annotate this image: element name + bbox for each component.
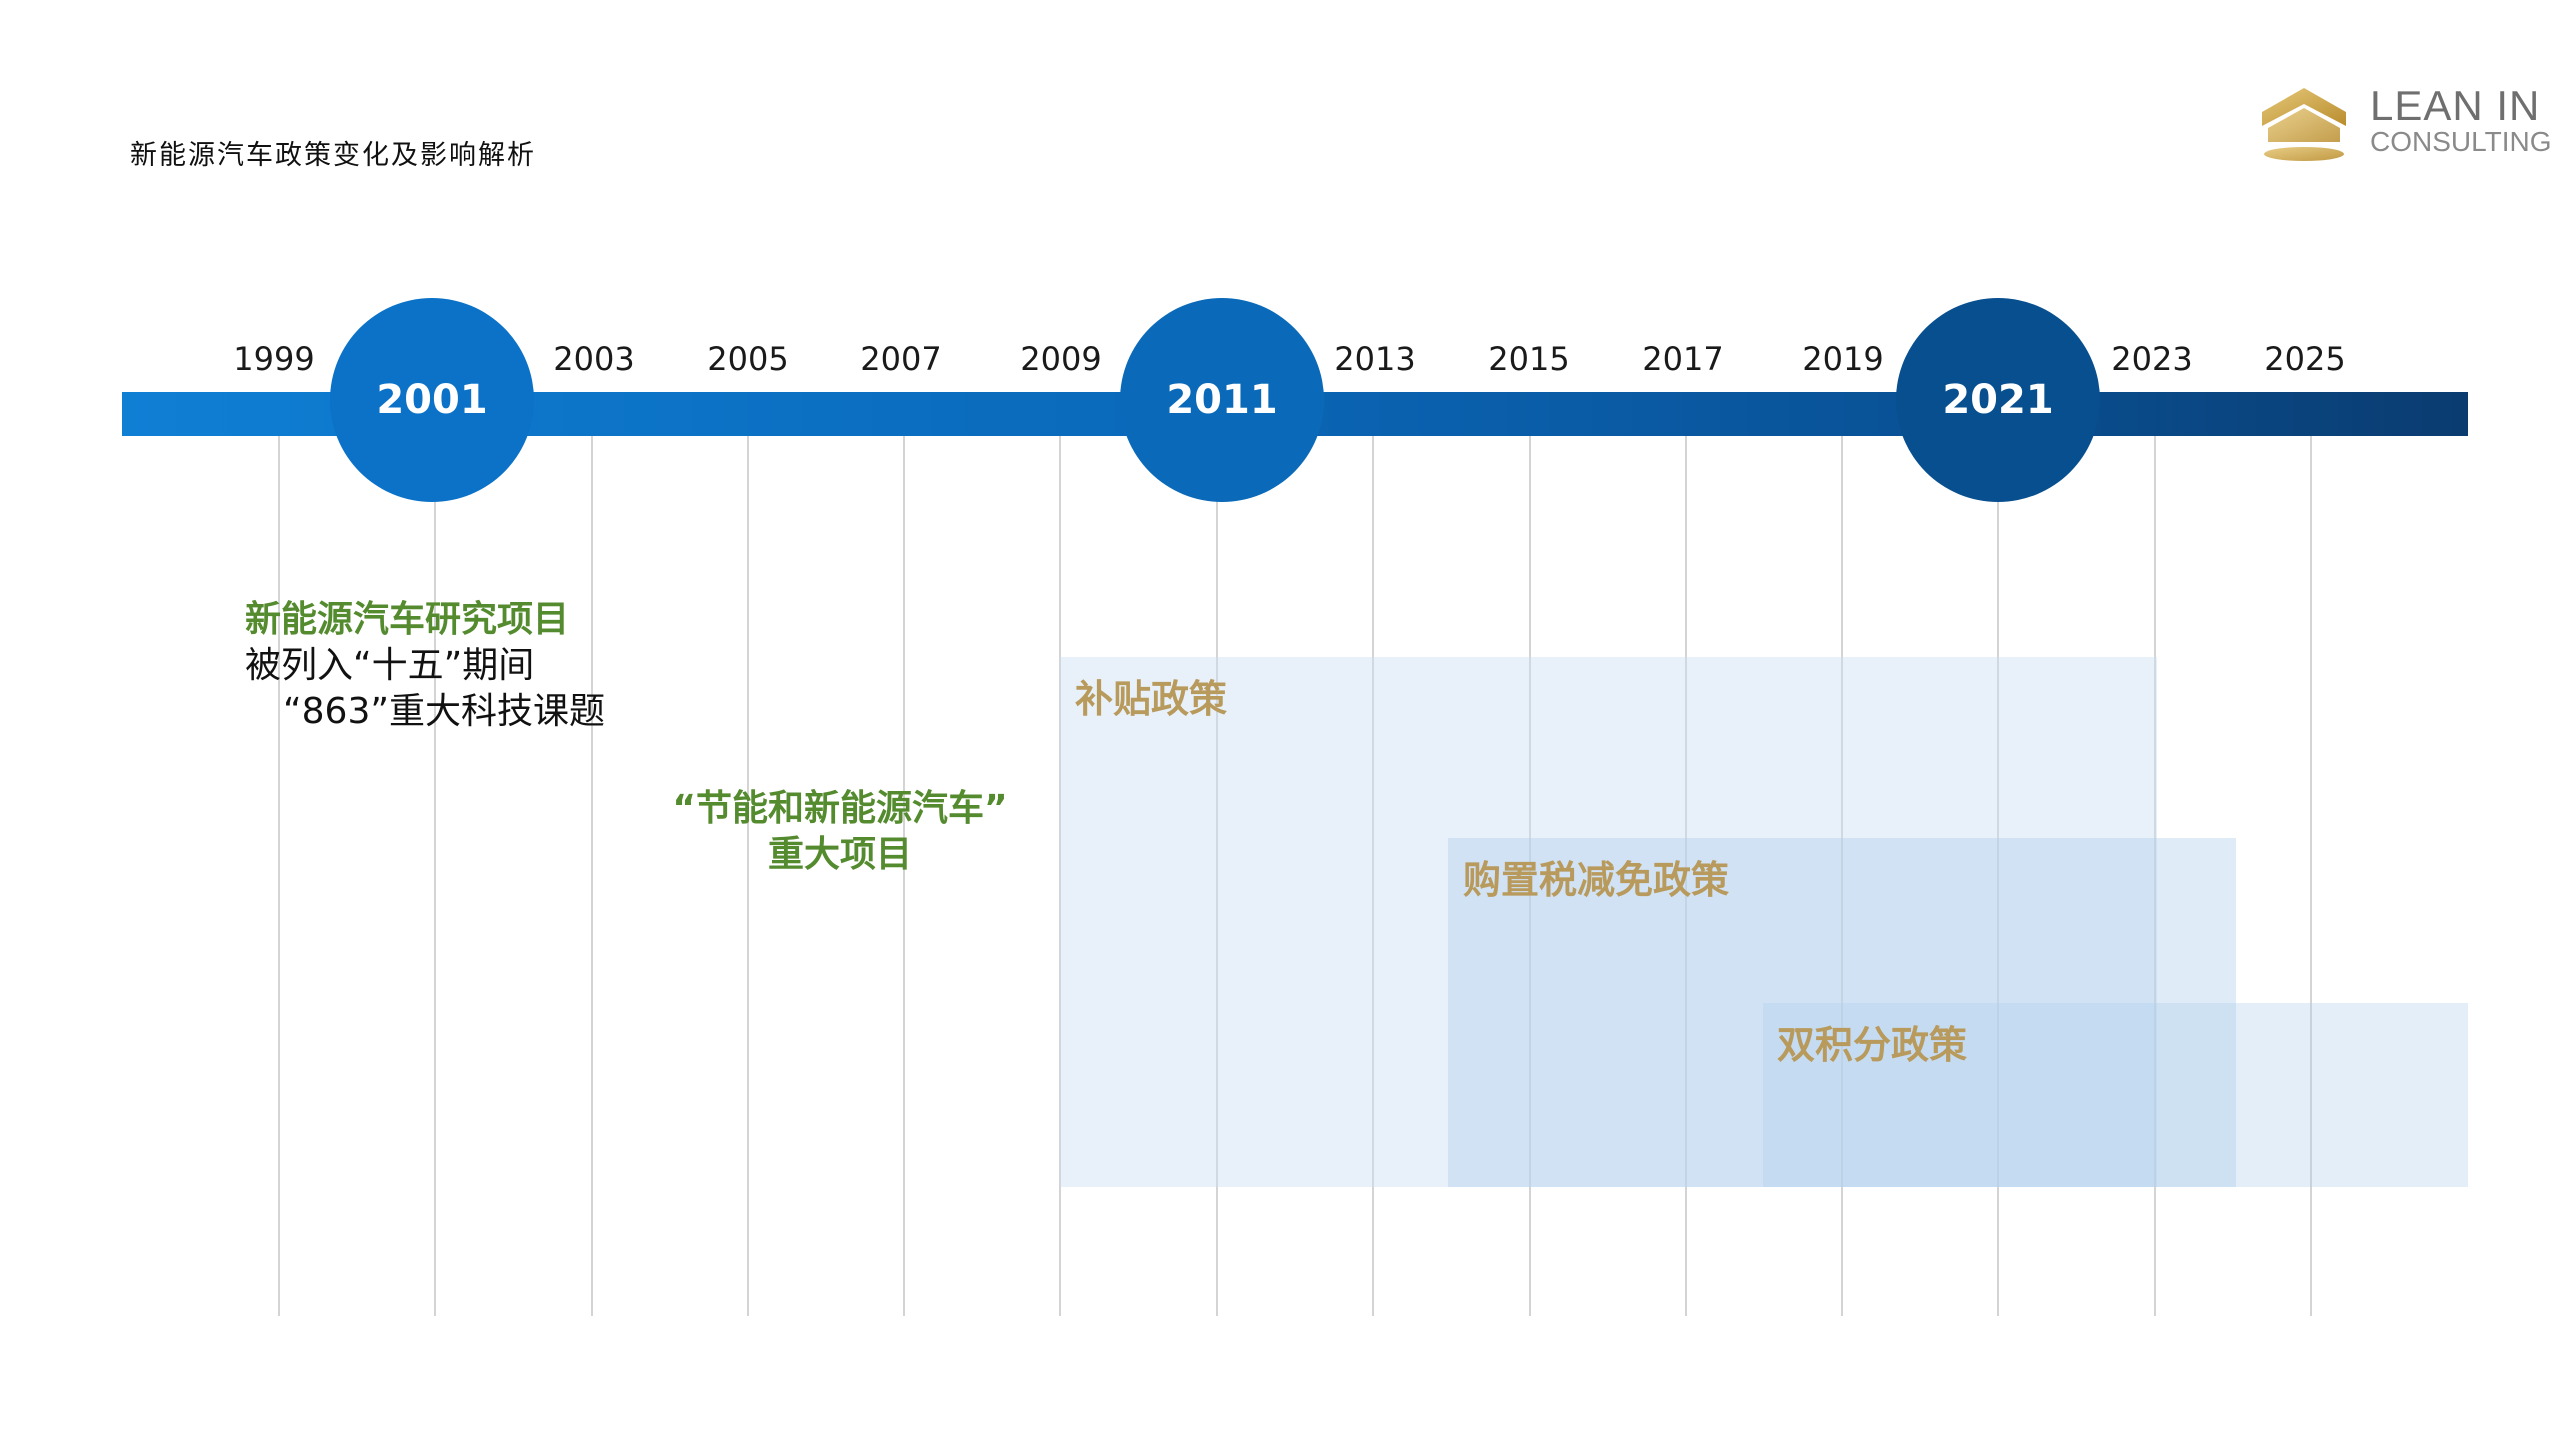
gridline [1216, 436, 1218, 1316]
year-label: 2025 [2264, 340, 2346, 378]
policy-band-dual-credit [1763, 1003, 2468, 1187]
policy-label-purchase-tax: 购置税减免政策 [1463, 858, 1730, 902]
policy-band-purchase-tax [1448, 838, 2236, 1187]
gridline [1529, 436, 1531, 1316]
gridline [1997, 436, 1999, 1316]
annotation-2006: “节能和新能源汽车” 重大项目 [664, 786, 1016, 878]
milestone-2011: 2011 [1120, 298, 1324, 502]
year-label: 2017 [1642, 340, 1724, 378]
gridline [278, 436, 280, 1316]
gridline [2154, 436, 2156, 1316]
milestone-2021: 2021 [1896, 298, 2100, 502]
logo-text-line1: LEAN IN [2370, 82, 2541, 129]
year-label: 2023 [2111, 340, 2193, 378]
annotation-2001-line2: 被列入“十五”期间 [245, 645, 535, 686]
annotation-2006-line1: “节能和新能源汽车” [672, 788, 1008, 829]
milestone-2001: 2001 [330, 298, 534, 502]
gridline [591, 436, 593, 1316]
annotation-2006-line2: 重大项目 [767, 834, 912, 875]
gridline [1059, 436, 1061, 1316]
year-label: 2015 [1488, 340, 1570, 378]
gridline [747, 436, 749, 1316]
logo-mark-icon [2262, 88, 2346, 161]
gridline [1685, 436, 1687, 1316]
policy-label-dual-credit: 双积分政策 [1777, 1023, 1968, 1067]
company-logo: LEAN IN CONSULTING [2260, 80, 2552, 170]
gridline [434, 436, 436, 1316]
annotation-2001-line1: 新能源汽车研究项目 [245, 599, 570, 640]
gridline [1841, 436, 1843, 1316]
annotation-2001-line3: “863”重大科技课题 [283, 691, 606, 732]
annotation-2001: 新能源汽车研究项目 被列入“十五”期间 “863”重大科技课题 [245, 597, 605, 735]
year-label: 2007 [860, 340, 942, 378]
policy-band-subsidy [1060, 657, 2157, 1187]
year-label: 2013 [1334, 340, 1416, 378]
year-label: 2009 [1020, 340, 1102, 378]
year-label: 2005 [707, 340, 789, 378]
page-title: 新能源汽车政策变化及影响解析 [130, 140, 536, 171]
gridline [1372, 436, 1374, 1316]
year-label: 1999 [233, 340, 315, 378]
policy-label-subsidy: 补贴政策 [1075, 677, 1228, 721]
gridline [2310, 436, 2312, 1316]
year-label: 2019 [1802, 340, 1884, 378]
year-label: 2003 [553, 340, 635, 378]
logo-text-line2: CONSULTING [2370, 126, 2552, 157]
gridline [903, 436, 905, 1316]
